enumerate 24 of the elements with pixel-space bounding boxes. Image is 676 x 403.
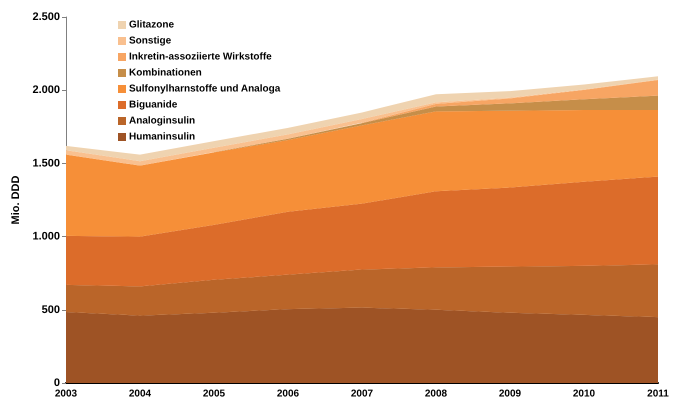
legend-label: Biguanide [129,100,178,110]
x-tick-label: 2011 [647,388,670,400]
x-tick-label: 2007 [350,388,374,400]
x-tick-label: 2010 [572,388,596,400]
y-tick-label: 2.000 [32,84,60,96]
x-tick-label: 2004 [128,388,152,400]
x-tick-label: 2008 [424,388,448,400]
legend-label: Inkretin-assoziierte Wirkstoffe [129,52,272,62]
legend-label: Glitazone [129,20,174,30]
y-tick-label: 0 [54,377,60,389]
y-tick-label: 2.500 [32,11,60,23]
legend-label: Analoginsulin [129,116,196,126]
y-tick-label: 1.500 [32,157,60,170]
legend-label: Kombinationen [129,68,202,78]
x-tick-label: 2005 [202,388,226,400]
legend-label: Humaninsulin [129,132,196,142]
legend-label: Sulfonylharnstoffe und Analoga [129,84,281,94]
y-tick-label: 500 [42,304,60,316]
x-tick-label: 2009 [498,388,522,400]
y-axis-title: Mio. DDD [10,176,22,224]
y-tick-label: 1.000 [32,230,60,243]
legend-label: Sonstige [129,36,172,46]
x-tick-label: 2006 [276,388,300,400]
x-tick-label: 2003 [54,388,78,400]
